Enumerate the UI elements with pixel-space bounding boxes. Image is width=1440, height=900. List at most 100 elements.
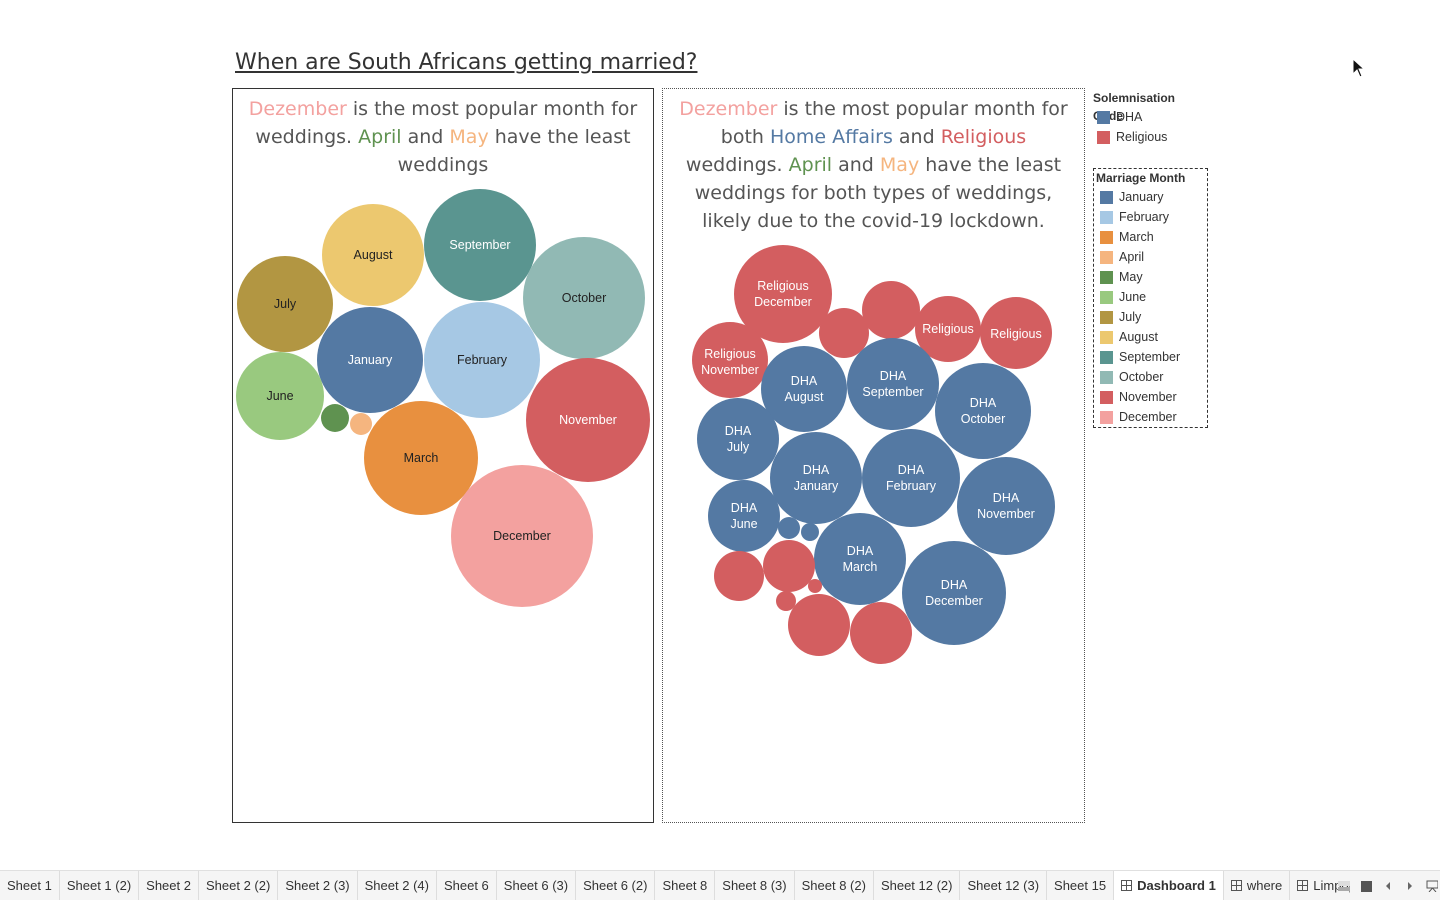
bubble-label: August bbox=[785, 390, 824, 404]
bubble-dha-august[interactable]: DHA August bbox=[761, 346, 847, 432]
legend-item-february[interactable]: February bbox=[1096, 207, 1207, 227]
bubble-february[interactable]: February bbox=[424, 302, 540, 418]
bubble-label: September bbox=[449, 238, 510, 252]
bubble-dha-october[interactable]: DHA October bbox=[935, 363, 1031, 459]
bubble-label: November bbox=[977, 507, 1035, 521]
bubble-october[interactable]: October bbox=[523, 237, 645, 359]
bubble-dha-january[interactable]: DHA January bbox=[770, 432, 862, 524]
legend-item-november[interactable]: November bbox=[1096, 387, 1207, 407]
tab-sheet-1-2[interactable]: Sheet 1 (2) bbox=[60, 870, 140, 900]
bubble-chart-by-month[interactable]: Dezember is the most popular month for w… bbox=[232, 88, 654, 823]
legend-item-religious[interactable]: Religious bbox=[1093, 127, 1208, 147]
scroll-left-icon[interactable] bbox=[1382, 880, 1394, 892]
legend-label: August bbox=[1119, 330, 1158, 344]
presentation-mode-icon[interactable] bbox=[1426, 880, 1438, 892]
bubble-religious-small[interactable] bbox=[776, 591, 796, 611]
bubble-religious-small[interactable] bbox=[850, 602, 912, 664]
bubble-dha-small[interactable] bbox=[778, 517, 800, 539]
tab-sheet-6[interactable]: Sheet 6 bbox=[437, 870, 497, 900]
color-swatch bbox=[1100, 410, 1113, 424]
color-swatch bbox=[1100, 310, 1113, 324]
tab-controls bbox=[1333, 871, 1440, 900]
bubble-december[interactable]: December bbox=[451, 465, 593, 607]
tab-sheet-6-3[interactable]: Sheet 6 (3) bbox=[497, 870, 577, 900]
legend-item-january[interactable]: January bbox=[1096, 187, 1207, 207]
bubble-june[interactable]: June bbox=[236, 352, 324, 440]
legend-item-july[interactable]: July bbox=[1096, 307, 1207, 327]
bubble-label: July bbox=[727, 440, 750, 454]
bubble-dha-small[interactable] bbox=[801, 523, 819, 541]
color-swatch bbox=[1100, 290, 1113, 304]
caption-text: is the most popular month for both bbox=[720, 98, 1068, 148]
tab-sheet-2[interactable]: Sheet 2 bbox=[139, 870, 199, 900]
bubble-label: October bbox=[562, 291, 606, 305]
tab-sheet-2-2[interactable]: Sheet 2 (2) bbox=[199, 870, 279, 900]
tab-sheet-2-4[interactable]: Sheet 2 (4) bbox=[358, 870, 437, 900]
bubble-chart-by-type[interactable]: Dezember is the most popular month for b… bbox=[662, 88, 1085, 823]
color-swatch bbox=[1100, 230, 1113, 244]
tab-sheet-2-3[interactable]: Sheet 2 (3) bbox=[278, 870, 358, 900]
bubble-dha-june[interactable]: DHA June bbox=[708, 480, 780, 552]
legend-item-june[interactable]: June bbox=[1096, 287, 1207, 307]
legend-item-may[interactable]: May bbox=[1096, 267, 1207, 287]
tile-view-icon[interactable] bbox=[1360, 880, 1372, 892]
bubble-religious-november[interactable]: Religious November bbox=[692, 322, 768, 398]
bubble-religious[interactable]: Religious bbox=[980, 297, 1052, 369]
legend-item-september[interactable]: September bbox=[1096, 347, 1207, 367]
legend-item-march[interactable]: March bbox=[1096, 227, 1207, 247]
bubble-dha-september[interactable]: DHA September bbox=[847, 338, 939, 430]
tab-sheet-12-3[interactable]: Sheet 12 (3) bbox=[960, 870, 1048, 900]
bubble-dha-march[interactable]: DHA March bbox=[814, 513, 906, 605]
tab-sheet-8-3[interactable]: Sheet 8 (3) bbox=[715, 870, 795, 900]
sheet-tab-bar[interactable]: Sheet 1 Sheet 1 (2) Sheet 2 Sheet 2 (2) … bbox=[0, 870, 1440, 900]
bubble-january[interactable]: January bbox=[317, 307, 423, 413]
bubble-september[interactable]: September bbox=[424, 189, 536, 301]
tab-dashboard-1[interactable]: Dashboard 1 bbox=[1114, 870, 1224, 900]
tab-sheet-12-2[interactable]: Sheet 12 (2) bbox=[874, 870, 961, 900]
bubble-august[interactable]: August bbox=[322, 204, 424, 306]
bubble-may[interactable] bbox=[321, 404, 349, 432]
filmstrip-view-icon[interactable] bbox=[1338, 880, 1350, 892]
caption-text: is the most popular month for weddings. bbox=[255, 98, 638, 148]
caption-word-april: April bbox=[358, 126, 402, 148]
tab-sheet-1[interactable]: Sheet 1 bbox=[0, 870, 60, 900]
bubble-april[interactable] bbox=[350, 413, 372, 435]
bubble-religious-small[interactable] bbox=[788, 594, 850, 656]
bubble-label: Religious bbox=[757, 279, 808, 293]
mouse-cursor-icon bbox=[1352, 58, 1366, 78]
legend-label: April bbox=[1119, 250, 1145, 264]
bubble-religious-small[interactable] bbox=[808, 579, 822, 593]
bubble-july[interactable]: July bbox=[237, 256, 333, 352]
tab-sheet-15[interactable]: Sheet 15 bbox=[1047, 870, 1115, 900]
legend-item-dha[interactable]: DHA bbox=[1093, 107, 1208, 127]
bubble-dha-july[interactable]: DHA July bbox=[697, 398, 779, 480]
legend-item-april[interactable]: April bbox=[1096, 247, 1207, 267]
bubble-religious-december[interactable]: Religious December bbox=[734, 245, 832, 343]
legend-item-december[interactable]: December bbox=[1096, 407, 1207, 427]
bubble-dha-december[interactable]: DHA December bbox=[902, 541, 1006, 645]
bubble-religious-small[interactable] bbox=[763, 540, 815, 592]
bubble-dha-november[interactable]: DHA November bbox=[957, 457, 1055, 555]
tab-sheet-8[interactable]: Sheet 8 bbox=[655, 870, 716, 900]
bubble-religious[interactable]: Religious bbox=[915, 296, 981, 362]
caption-text: have the least weddings bbox=[397, 126, 631, 176]
bubble-dha-february[interactable]: DHA February bbox=[862, 429, 960, 527]
tab-sheet-6-2[interactable]: Sheet 6 (2) bbox=[576, 870, 656, 900]
legend-solemnisation-code[interactable]: Solemnisation Code DHA Religious bbox=[1093, 89, 1208, 147]
bubble-november[interactable]: November bbox=[526, 358, 650, 482]
panel2-bubbles[interactable]: Religious December Religious Religious Re… bbox=[663, 89, 1086, 824]
bubble-label: February bbox=[457, 353, 508, 367]
bubble-religious-small[interactable] bbox=[819, 308, 869, 358]
legend-item-october[interactable]: October bbox=[1096, 367, 1207, 387]
bubble-religious-small[interactable] bbox=[862, 281, 920, 339]
bubble-march[interactable]: March bbox=[364, 401, 478, 515]
bubble-religious-small[interactable] bbox=[714, 551, 764, 601]
legend-title: Marriage Month bbox=[1096, 171, 1186, 185]
legend-marriage-month[interactable]: Marriage Month January February March Ap… bbox=[1093, 168, 1208, 428]
tab-where[interactable]: where bbox=[1224, 870, 1291, 900]
tab-sheet-8-2[interactable]: Sheet 8 (2) bbox=[795, 870, 874, 900]
scroll-right-icon[interactable] bbox=[1404, 880, 1416, 892]
legend-item-august[interactable]: August bbox=[1096, 327, 1207, 347]
panel1-bubbles[interactable]: September August October July January Fe… bbox=[233, 89, 655, 824]
legend-label: January bbox=[1119, 190, 1164, 204]
